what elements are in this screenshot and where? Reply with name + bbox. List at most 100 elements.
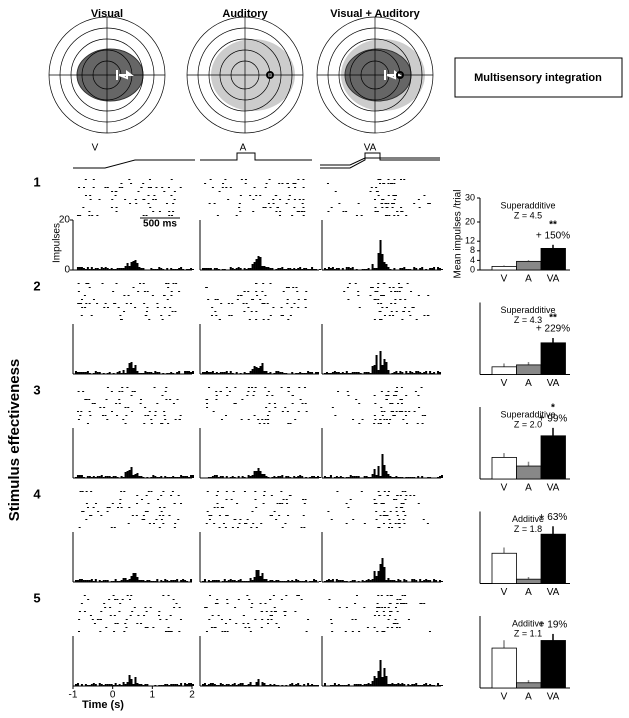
psth-bin — [335, 476, 338, 478]
psth-bin — [333, 477, 336, 478]
raster-spike — [380, 411, 383, 412]
raster-spike — [236, 527, 239, 528]
raster-spike — [265, 183, 268, 184]
raster-spike — [81, 511, 84, 512]
raster-spike — [287, 287, 290, 288]
raster-spike — [172, 599, 175, 600]
psth-bin — [353, 476, 356, 478]
psth-bin — [76, 267, 79, 270]
psth-bin — [152, 269, 155, 270]
raster-spike — [77, 291, 80, 292]
raster-spike — [113, 631, 116, 632]
psth-bin — [347, 477, 350, 478]
raster-spike — [413, 495, 416, 496]
raster-spike — [119, 503, 122, 504]
psth-bin — [393, 684, 396, 686]
psth-bin — [317, 685, 320, 686]
psth-bin — [339, 476, 342, 478]
psth-bin — [142, 268, 145, 270]
raster-spike — [270, 619, 273, 620]
raster-spike — [379, 179, 382, 180]
raster-spike — [158, 615, 161, 616]
raster-spike — [211, 307, 214, 308]
raster-spike — [294, 611, 297, 612]
raster-spike — [91, 619, 94, 620]
psth-bin — [211, 683, 214, 686]
raster-spike — [387, 391, 390, 392]
psth-bin — [94, 579, 97, 582]
psth-bin — [421, 267, 424, 270]
raster-spike — [114, 191, 117, 192]
raster-spike — [206, 399, 209, 400]
raster-spike — [396, 603, 399, 604]
bar-x-tick-label: A — [525, 378, 532, 389]
psth-bin — [283, 373, 286, 374]
raster-spike — [88, 287, 91, 288]
raster-spike — [240, 179, 243, 180]
raster-spike — [127, 407, 130, 408]
psth-bin — [215, 580, 218, 582]
raster-spike — [255, 527, 258, 528]
raster-spike — [169, 307, 172, 308]
raster-spike — [160, 495, 163, 496]
psth-bin — [319, 477, 321, 478]
psth-bin — [134, 677, 137, 686]
psth-bin — [136, 263, 139, 270]
raster-spike — [136, 495, 139, 496]
raster-spike — [257, 419, 260, 420]
raster-spike — [160, 519, 163, 520]
raster-spike — [156, 403, 159, 404]
psth-bin — [291, 269, 294, 270]
raster-spike — [377, 527, 380, 528]
psth-bin — [138, 373, 141, 374]
raster-spike — [85, 491, 88, 492]
psth-bin — [104, 684, 107, 686]
raster-spike — [154, 415, 157, 416]
psth-bin — [265, 685, 268, 686]
psth-bin — [345, 685, 348, 686]
raster-spike — [377, 423, 380, 424]
raster-spike — [374, 207, 377, 208]
psth-bin — [351, 580, 354, 582]
raster-spike — [208, 519, 211, 520]
psth-bin — [86, 685, 89, 686]
raster-spike — [414, 391, 417, 392]
raster-spike — [77, 391, 80, 392]
raster-spike — [146, 627, 149, 628]
psth-bin — [355, 269, 358, 270]
psth-bin — [429, 477, 432, 478]
psth-bin — [387, 474, 390, 478]
raster-spike — [90, 491, 93, 492]
raster-spike — [167, 595, 170, 596]
raster-spike — [88, 303, 91, 304]
psth-bin — [243, 372, 246, 374]
psth-bin — [309, 269, 312, 270]
raster-spike — [404, 491, 407, 492]
raster-spike — [88, 215, 91, 216]
psth-bin — [231, 268, 234, 270]
raster-spike — [152, 199, 155, 200]
psth-bin — [90, 477, 93, 478]
raster-spike — [297, 595, 300, 596]
raster-spike — [80, 315, 83, 316]
raster-spike — [105, 627, 108, 628]
raster-spike — [287, 423, 290, 424]
psth-bin — [291, 372, 294, 374]
raster-spike — [351, 619, 354, 620]
raster-spike — [129, 615, 132, 616]
raster-spike — [393, 183, 396, 184]
psth-bin — [373, 365, 376, 374]
psth-bin — [301, 373, 304, 374]
psth-bin — [385, 580, 388, 582]
psth-bin — [401, 372, 404, 374]
psth-bin — [138, 476, 141, 478]
raster-spike — [90, 515, 93, 516]
raster-spike — [142, 199, 145, 200]
raster-spike — [358, 307, 361, 308]
raster-spike — [269, 515, 272, 516]
psth-bin — [313, 476, 316, 478]
psth-bin — [281, 581, 284, 582]
raster-spike — [304, 387, 307, 388]
psth-bin — [427, 477, 430, 478]
bar-x-tick-label: A — [525, 692, 532, 703]
